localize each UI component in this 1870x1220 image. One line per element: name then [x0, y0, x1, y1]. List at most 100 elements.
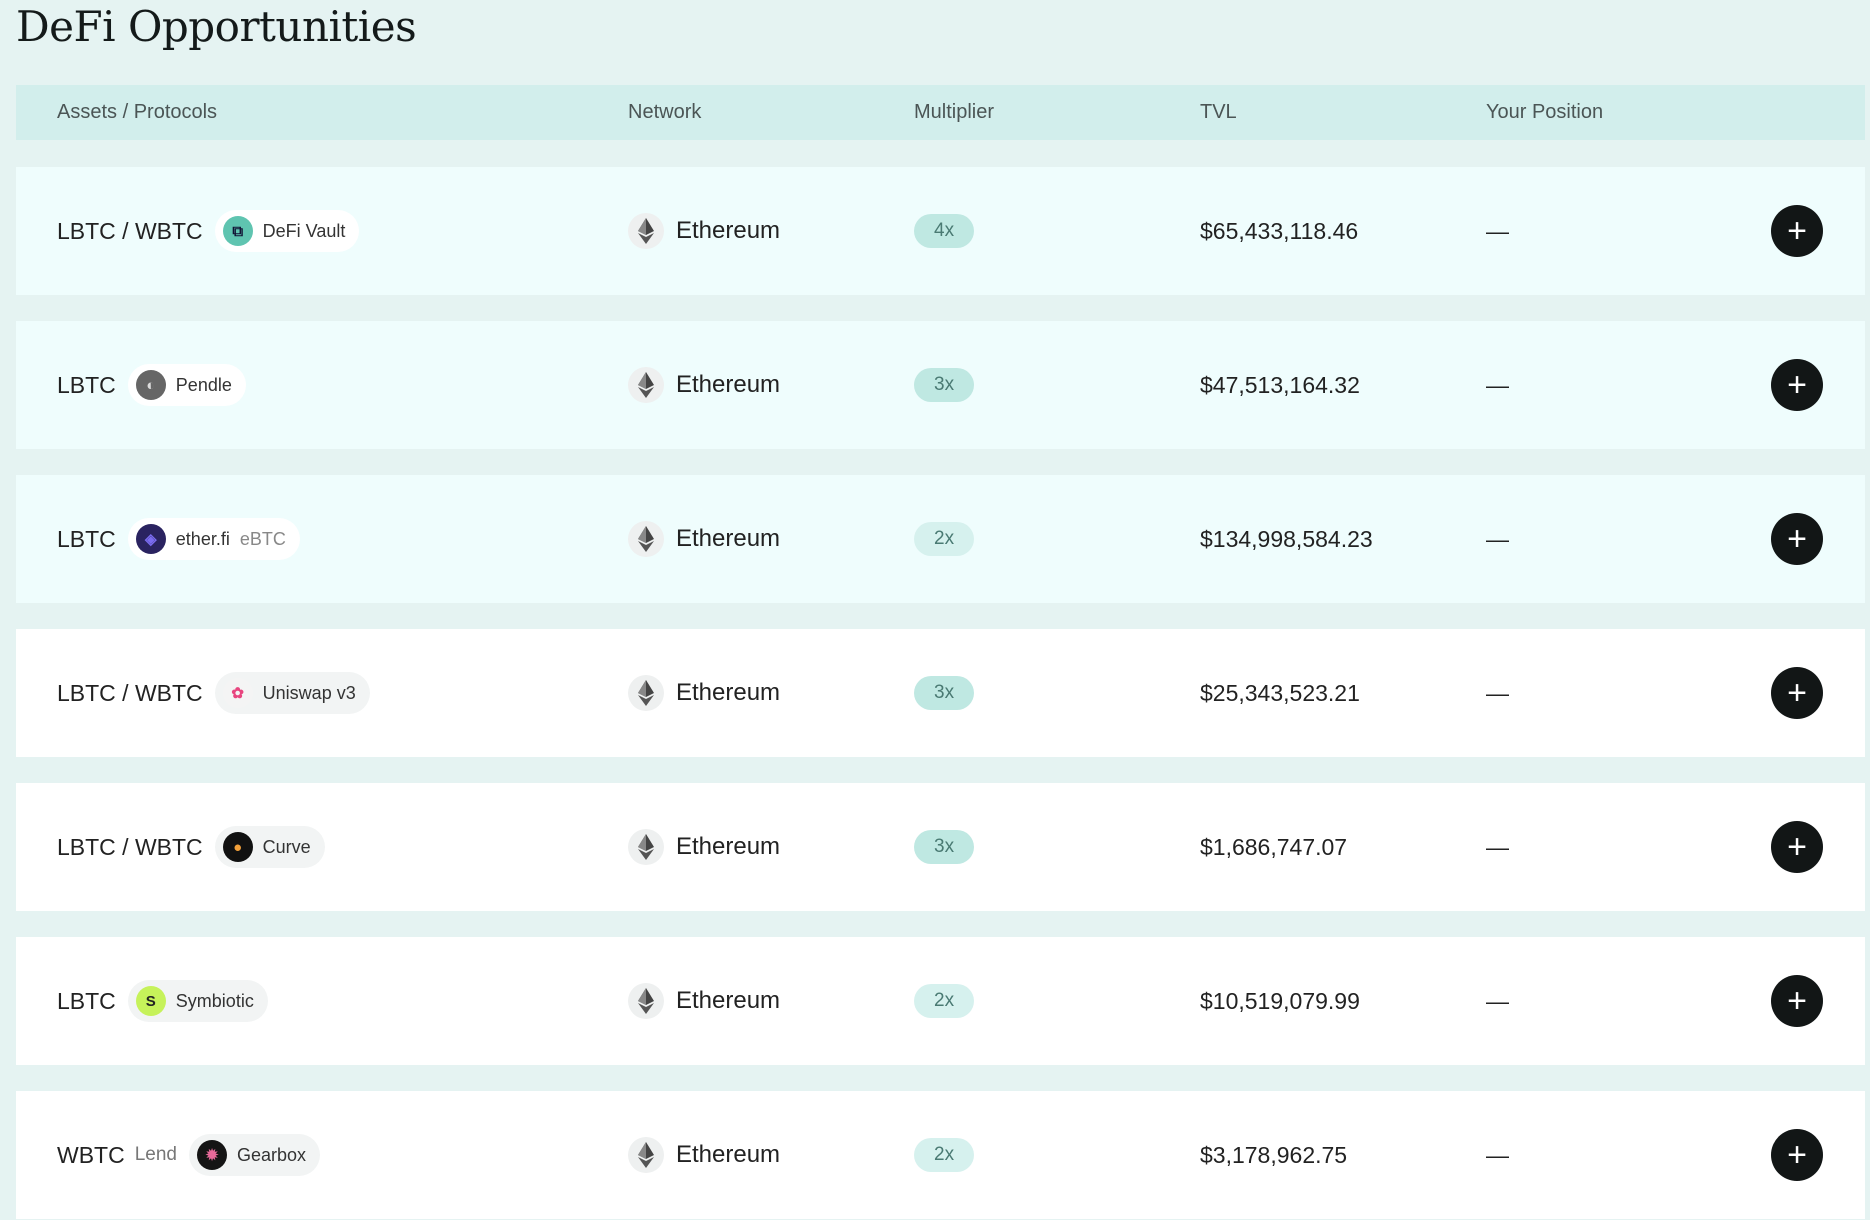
table-row[interactable]: LBTC S Symbiotic Ethereum 2x $10,519,079…: [16, 937, 1865, 1065]
multiplier-badge: 2x: [914, 984, 975, 1018]
table-row[interactable]: LBTC ◈ ether.fi eBTC Ethereum 2x $134,99…: [16, 475, 1865, 603]
tvl-value: $47,513,164.32: [1200, 371, 1360, 398]
network-cell: Ethereum: [628, 937, 780, 1065]
tvl-value: $65,433,118.46: [1200, 217, 1359, 244]
plus-icon: +: [1787, 982, 1807, 1020]
protocol-name: ether.fi: [175, 528, 230, 549]
position-value: —: [1486, 679, 1509, 706]
multiplier-cell: 4x: [914, 167, 975, 295]
page-title: DeFi Opportunities: [16, 2, 417, 51]
network-cell: Ethereum: [628, 321, 780, 449]
network-cell: Ethereum: [628, 167, 780, 295]
plus-icon: +: [1787, 212, 1807, 250]
ethereum-icon: [628, 829, 664, 865]
tvl-value: $10,519,079.99: [1200, 987, 1360, 1014]
add-position-button[interactable]: +: [1771, 975, 1823, 1027]
asset-name: WBTC: [57, 1141, 125, 1168]
add-position-button[interactable]: +: [1771, 205, 1823, 257]
action-cell: +: [1771, 321, 1823, 449]
multiplier-badge: 3x: [914, 676, 975, 710]
protocol-name: DeFi Vault: [262, 220, 346, 241]
multiplier-cell: 3x: [914, 783, 975, 911]
add-position-button[interactable]: +: [1771, 667, 1823, 719]
network-name: Ethereum: [676, 833, 781, 860]
protocol-badge[interactable]: ✹ Gearbox: [189, 1134, 321, 1176]
network-cell: Ethereum: [628, 629, 780, 757]
multiplier-badge: 4x: [914, 214, 975, 248]
action-cell: +: [1771, 937, 1823, 1065]
protocol-badge[interactable]: ◐ Pendle: [127, 364, 246, 406]
tvl-cell: $1,686,747.07: [1200, 783, 1347, 911]
tvl-value: $25,343,523.21: [1200, 679, 1360, 706]
position-value: —: [1486, 371, 1509, 398]
network-name: Ethereum: [676, 371, 781, 398]
header-tvl: TVL: [1200, 101, 1237, 123]
table-row[interactable]: LBTC ◐ Pendle Ethereum 3x $47,513,164.32…: [16, 321, 1865, 449]
multiplier-badge: 2x: [914, 1138, 975, 1172]
network-cell: Ethereum: [628, 475, 780, 603]
action-cell: +: [1771, 629, 1823, 757]
network-name: Ethereum: [676, 1141, 781, 1168]
table-row[interactable]: LBTC / WBTC ✿ Uniswap v3 Ethereum 3x $25…: [16, 629, 1865, 757]
table-row[interactable]: WBTC Lend ✹ Gearbox Ethereum 2x $3,178,9…: [16, 1091, 1865, 1219]
tvl-cell: $65,433,118.46: [1200, 167, 1358, 295]
add-position-button[interactable]: +: [1771, 513, 1823, 565]
network-cell: Ethereum: [628, 1091, 780, 1219]
ethereum-icon: [628, 1137, 664, 1173]
protocol-badge[interactable]: ◈ ether.fi eBTC: [127, 518, 300, 560]
asset-subtype: Lend: [134, 1144, 177, 1165]
ethereum-icon: [628, 983, 664, 1019]
multiplier-badge: 2x: [914, 522, 975, 556]
network-name: Ethereum: [676, 525, 781, 552]
header-network: Network: [628, 101, 702, 123]
header-assets: Assets / Protocols: [57, 101, 218, 123]
protocol-badge[interactable]: ⧉ DeFi Vault: [214, 210, 360, 252]
header-multiplier: Multiplier: [914, 101, 995, 123]
protocol-badge[interactable]: S Symbiotic: [127, 980, 268, 1022]
protocol-badge[interactable]: ✿ Uniswap v3: [214, 672, 370, 714]
position-value: —: [1486, 1141, 1509, 1168]
tvl-cell: $3,178,962.75: [1200, 1091, 1347, 1219]
position-cell: —: [1486, 1091, 1509, 1219]
asset-name: LBTC: [57, 987, 116, 1014]
curve-icon: ●: [222, 832, 253, 862]
table-row[interactable]: LBTC / WBTC ● Curve Ethereum 3x $1,686,7…: [16, 783, 1865, 911]
protocol-name: Uniswap v3: [262, 682, 356, 703]
ethereum-icon: [628, 521, 664, 557]
tvl-value: $1,686,747.07: [1200, 833, 1348, 860]
uniswap-icon: ✿: [222, 678, 253, 708]
tvl-cell: $134,998,584.23: [1200, 475, 1373, 603]
protocol-name: Symbiotic: [175, 990, 254, 1011]
ethereum-icon: [628, 367, 664, 403]
asset-name: LBTC / WBTC: [57, 217, 203, 244]
protocol-name: Pendle: [175, 374, 232, 395]
action-cell: +: [1771, 167, 1823, 295]
table-row[interactable]: LBTC / WBTC ⧉ DeFi Vault Ethereum 4x $65…: [16, 167, 1865, 295]
ethereum-icon: [628, 675, 664, 711]
position-value: —: [1486, 525, 1509, 552]
plus-icon: +: [1787, 828, 1807, 866]
tvl-cell: $47,513,164.32: [1200, 321, 1360, 449]
asset-name: LBTC: [57, 525, 116, 552]
action-cell: +: [1771, 783, 1823, 911]
network-name: Ethereum: [676, 679, 781, 706]
asset-name: LBTC / WBTC: [57, 679, 203, 706]
action-cell: +: [1771, 475, 1823, 603]
multiplier-cell: 3x: [914, 629, 975, 757]
tvl-cell: $25,343,523.21: [1200, 629, 1360, 757]
add-position-button[interactable]: +: [1771, 1129, 1823, 1181]
pendle-icon: ◐: [135, 370, 166, 400]
position-value: —: [1486, 217, 1509, 244]
plus-icon: +: [1787, 366, 1807, 404]
network-name: Ethereum: [676, 987, 781, 1014]
add-position-button[interactable]: +: [1771, 359, 1823, 411]
protocol-name: Gearbox: [237, 1144, 307, 1165]
position-cell: —: [1486, 937, 1509, 1065]
add-position-button[interactable]: +: [1771, 821, 1823, 873]
tvl-value: $3,178,962.75: [1200, 1141, 1348, 1168]
asset-cell: LBTC S Symbiotic: [57, 937, 268, 1065]
asset-cell: LBTC / WBTC ● Curve: [57, 783, 325, 911]
network-cell: Ethereum: [628, 783, 780, 911]
defi-vault-icon: ⧉: [222, 216, 253, 246]
protocol-badge[interactable]: ● Curve: [214, 826, 325, 868]
